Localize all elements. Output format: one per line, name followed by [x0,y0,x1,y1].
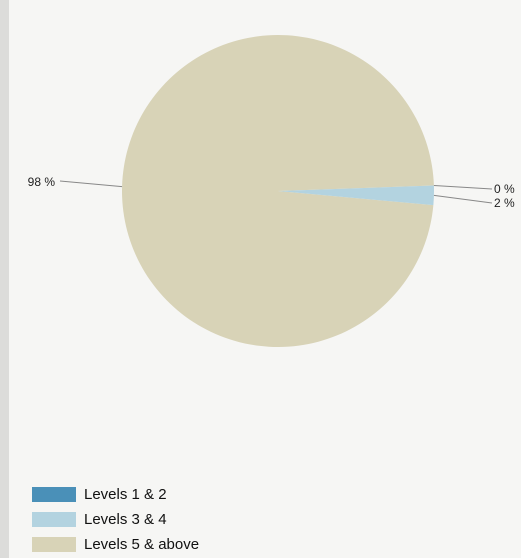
leader-line [433,194,493,204]
legend-item: Levels 1 & 2 [32,482,199,507]
pie-slice [121,35,434,347]
leader-line [433,185,493,190]
legend-label: Levels 1 & 2 [84,486,167,503]
left-edge-bar [0,0,9,558]
legend-swatch [32,487,76,502]
slice-value-label: 0 % [494,182,515,196]
pie-slice [278,185,434,206]
legend-item: Levels 3 & 4 [32,507,199,532]
chart-legend: Levels 1 & 2 Levels 3 & 4 Levels 5 & above [32,482,199,557]
pie-chart: 0 %2 % 98 % [28,35,515,347]
legend-swatch [32,537,76,552]
slice-value-label: 2 % [494,196,515,210]
slice-value-label: 98 % [28,175,56,189]
legend-swatch [32,512,76,527]
legend-label: Levels 3 & 4 [84,511,167,528]
leader-line [59,180,123,188]
legend-label: Levels 5 & above [84,536,200,553]
legend-item: Levels 5 & above [32,532,199,557]
